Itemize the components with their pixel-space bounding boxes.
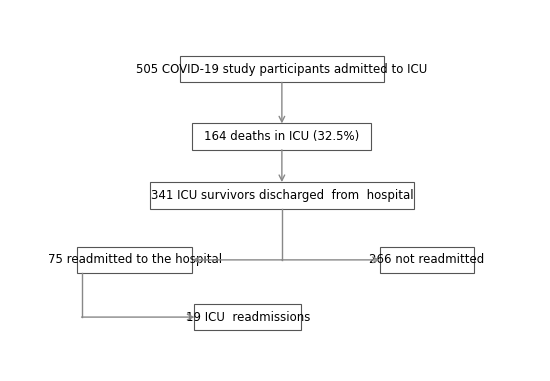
Text: 505 COVID-19 study participants admitted to ICU: 505 COVID-19 study participants admitted…	[136, 63, 427, 76]
Text: 19 ICU  readmissions: 19 ICU readmissions	[185, 311, 310, 323]
Text: 75 readmitted to the hospital: 75 readmitted to the hospital	[48, 253, 222, 266]
Text: 266 not readmitted: 266 not readmitted	[369, 253, 485, 266]
FancyBboxPatch shape	[77, 247, 192, 273]
FancyBboxPatch shape	[380, 247, 474, 273]
Text: 164 deaths in ICU (32.5%): 164 deaths in ICU (32.5%)	[204, 130, 360, 143]
FancyBboxPatch shape	[179, 56, 384, 82]
Text: 341 ICU survivors discharged  from  hospital: 341 ICU survivors discharged from hospit…	[151, 189, 413, 202]
FancyBboxPatch shape	[192, 123, 371, 150]
FancyBboxPatch shape	[150, 182, 414, 208]
FancyBboxPatch shape	[195, 304, 301, 330]
